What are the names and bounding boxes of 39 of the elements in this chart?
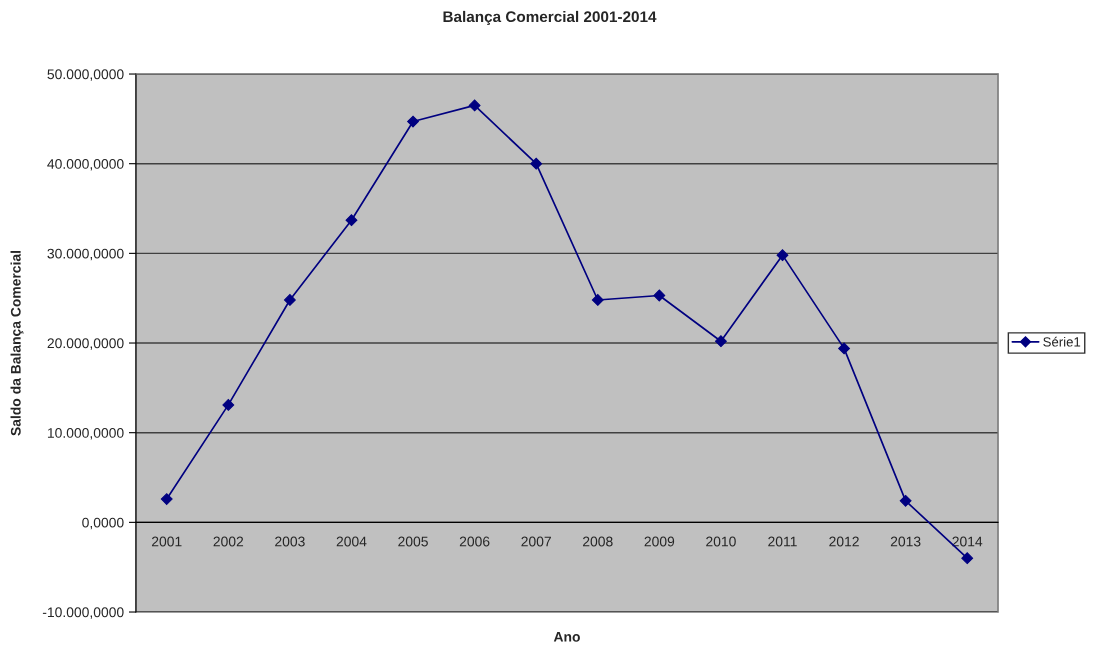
y-axis-title: Saldo da Balança Comercial [10, 250, 24, 436]
x-tick-label: 2008 [583, 536, 613, 547]
x-tick-label: 2014 [952, 536, 983, 547]
point [160, 493, 173, 505]
point [283, 294, 296, 306]
point [345, 214, 358, 227]
x-tick-label: 2012 [829, 536, 859, 547]
point [653, 289, 666, 302]
point [591, 294, 604, 306]
x-tick-label: 2009 [644, 536, 675, 547]
x-tick-label: 2001 [151, 536, 182, 547]
x-tick-label: 2010 [706, 536, 736, 547]
y-tick-label: 10.000,0000 [47, 428, 124, 440]
point [407, 115, 419, 128]
x-tick-label: 2005 [398, 536, 428, 547]
x-axis-title: Ano [553, 632, 580, 642]
point [899, 494, 912, 507]
x-tick-label: 2007 [521, 536, 551, 547]
point [714, 335, 727, 348]
y-tick-label: -10.000,0000 [42, 607, 124, 619]
x-tick-label: 2013 [890, 536, 921, 547]
x-tick-label: 2003 [275, 536, 305, 547]
point [961, 552, 974, 565]
legend-label: Série1 [1043, 336, 1081, 347]
y-tick-label: 0,0000 [82, 517, 124, 530]
y-tick-label: 40.000,0000 [47, 159, 124, 171]
x-tick-label: 2006 [459, 536, 490, 547]
point [468, 99, 481, 112]
y-tick-label: 50.000,0000 [47, 69, 124, 81]
x-tick-label: 2004 [336, 536, 367, 547]
point [776, 249, 789, 262]
point [530, 157, 543, 170]
chart-title: Balança Comercial 2001-2014 [443, 10, 657, 26]
y-tick-label: 20.000,0000 [47, 338, 124, 350]
x-tick-label: 2002 [213, 536, 244, 547]
x-tick-label: 2011 [768, 536, 797, 547]
point [838, 342, 850, 355]
point [222, 398, 235, 411]
y-tick-label: 30.000,0000 [47, 248, 124, 261]
